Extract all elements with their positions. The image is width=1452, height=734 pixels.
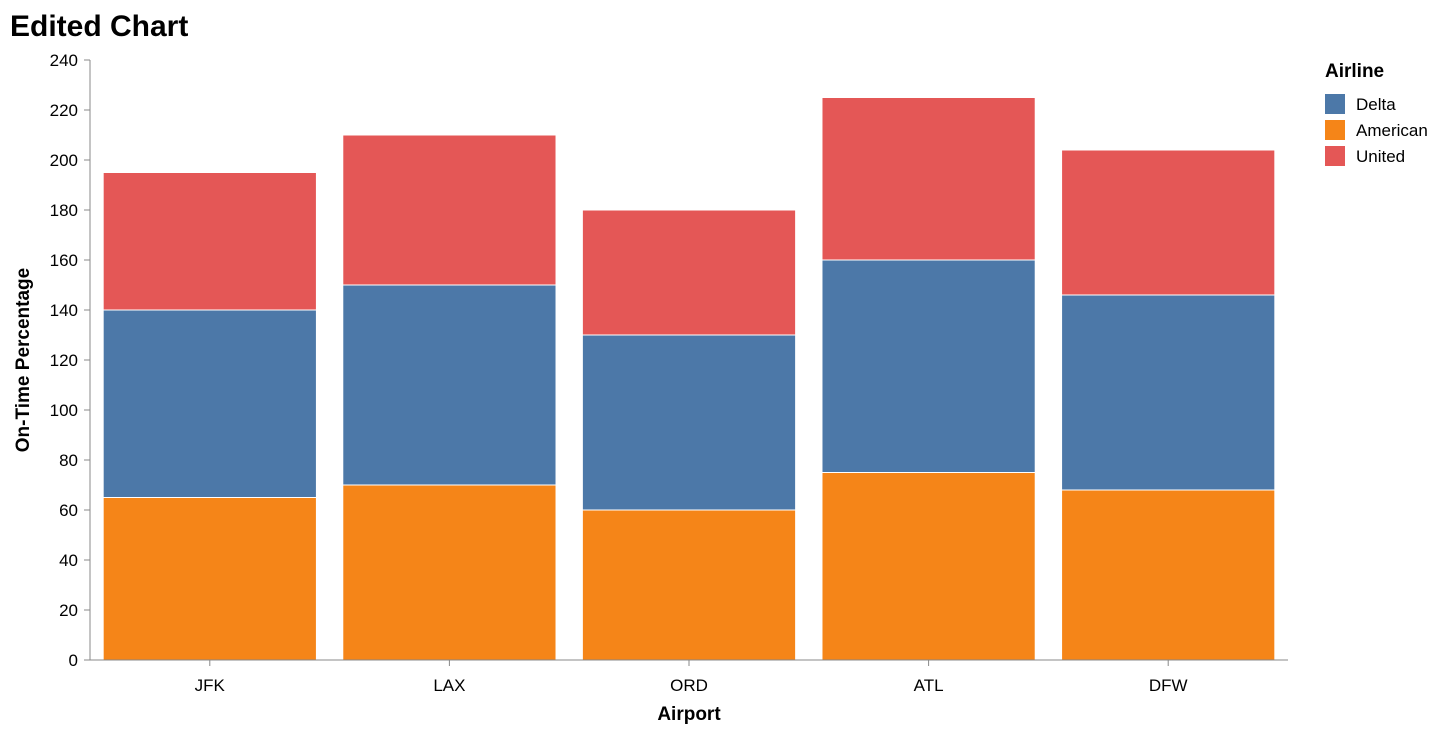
y-tick-label: 60 [59, 501, 78, 520]
x-tick-label: DFW [1149, 676, 1188, 695]
bar-atl-united [821, 97, 1036, 261]
y-axis-title: On-Time Percentage [13, 268, 34, 452]
legend: Airline Delta American United [1325, 61, 1428, 166]
bars-layer [102, 97, 1276, 661]
bar-atl-american [821, 472, 1036, 661]
legend-swatch-united [1325, 146, 1345, 166]
y-tick-label: 100 [50, 401, 78, 420]
bar-jfk-united [102, 172, 317, 311]
legend-title: Airline [1325, 61, 1384, 82]
y-tick-label: 200 [50, 151, 78, 170]
x-axis-title: Airport [657, 704, 721, 725]
x-tick-label: LAX [433, 676, 465, 695]
bar-dfw-united [1061, 149, 1276, 296]
x-tick-label: ORD [670, 676, 708, 695]
legend-label-delta: Delta [1356, 95, 1396, 114]
bar-ord-american [581, 509, 797, 661]
bar-lax-delta [342, 284, 557, 486]
bar-ord-united [581, 209, 797, 336]
y-tick-label: 160 [50, 251, 78, 270]
bar-atl-delta [821, 259, 1036, 473]
bar-ord-delta [581, 334, 797, 511]
x-tick-label: JFK [195, 676, 226, 695]
legend-label-united: United [1356, 147, 1405, 166]
y-tick-label: 220 [50, 101, 78, 120]
y-tick-label: 0 [69, 651, 78, 670]
y-tick-label: 240 [50, 51, 78, 70]
bar-dfw-delta [1061, 294, 1276, 491]
y-tick-label: 140 [50, 301, 78, 320]
chart-title: Edited Chart [10, 10, 188, 43]
x-tick-label: ATL [914, 676, 944, 695]
legend-label-american: American [1356, 121, 1428, 140]
legend-swatch-american [1325, 120, 1345, 140]
y-tick-label: 120 [50, 351, 78, 370]
bar-lax-united [342, 134, 557, 286]
bar-dfw-american [1061, 489, 1276, 661]
x-axis: JFK LAX ORD ATL DFW [90, 659, 1288, 695]
bar-jfk-american [102, 497, 317, 661]
y-tick-label: 20 [59, 601, 78, 620]
y-axis: 0 20 40 60 80 100 120 140 160 180 200 220 240 [50, 51, 91, 670]
y-tick-label: 180 [50, 201, 78, 220]
bar-jfk-delta [102, 309, 317, 498]
bar-lax-american [342, 484, 557, 661]
y-tick-label: 40 [59, 551, 78, 570]
y-tick-label: 80 [59, 451, 78, 470]
legend-swatch-delta [1325, 94, 1345, 114]
